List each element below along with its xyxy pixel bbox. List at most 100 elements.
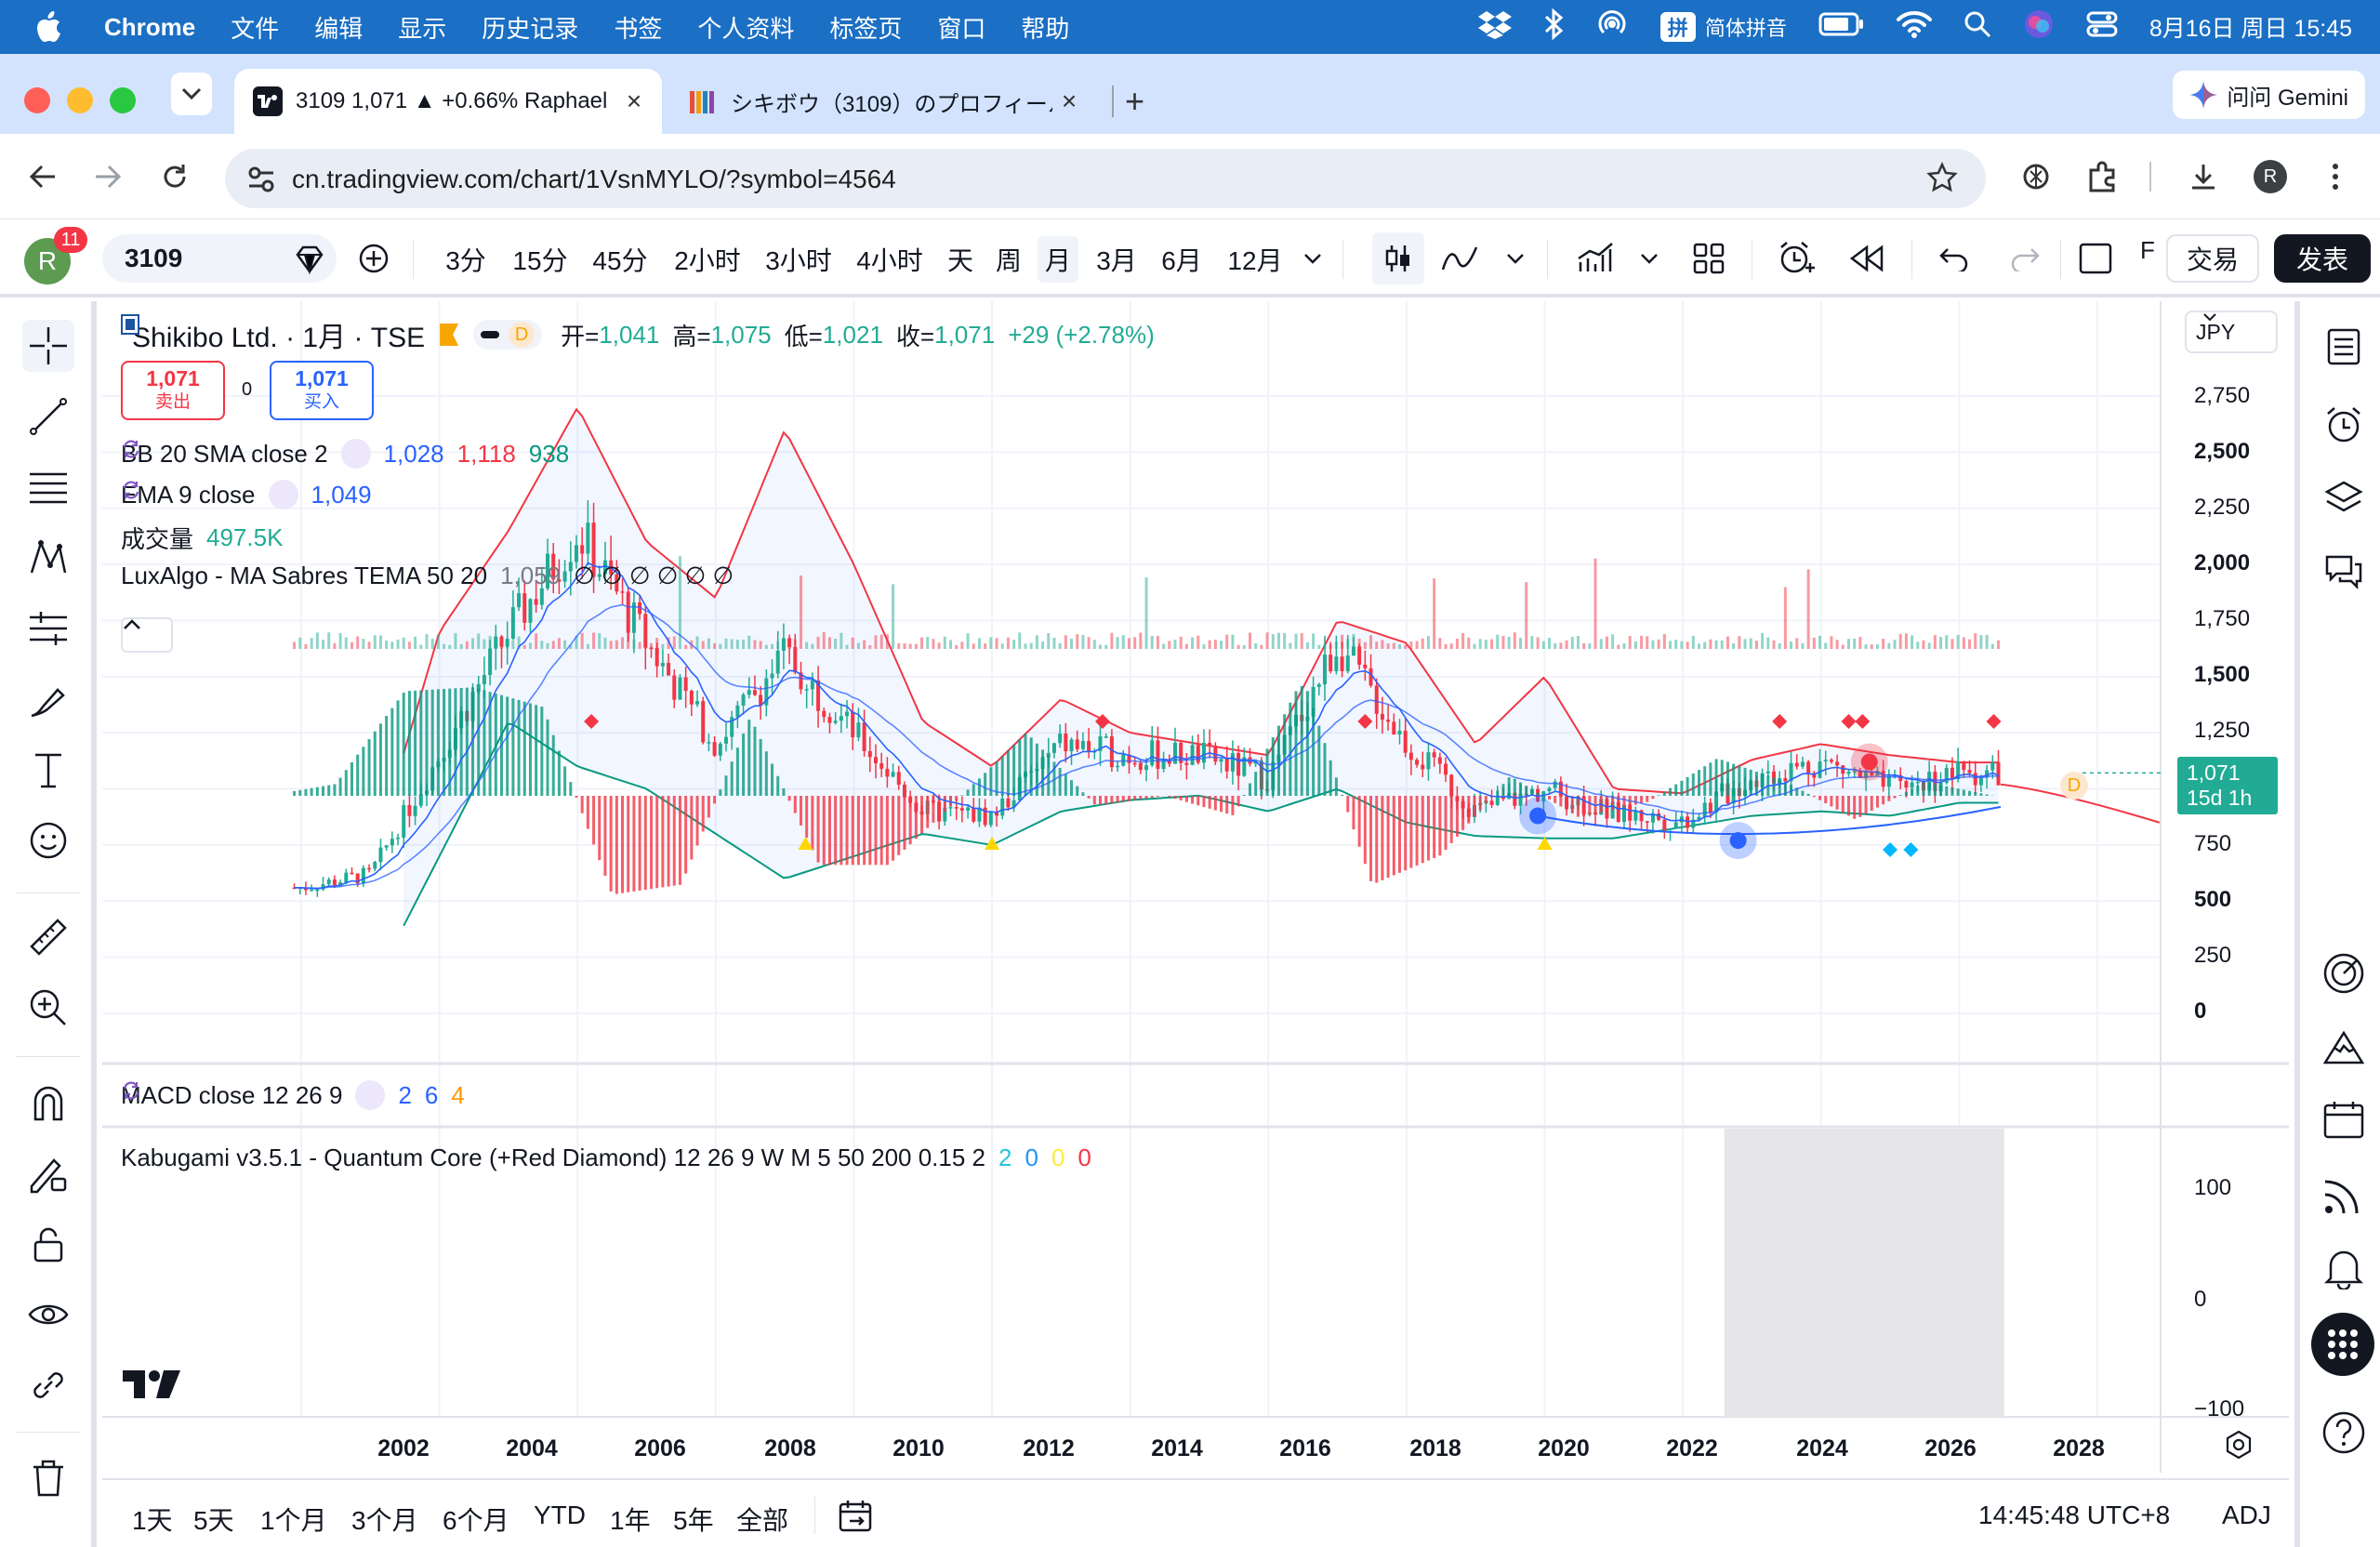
ruler-tool[interactable] [22, 911, 74, 963]
alerts-button[interactable] [2317, 398, 2371, 452]
siri-icon[interactable] [2023, 8, 2055, 46]
publish-button[interactable]: 发表 [2274, 234, 2371, 283]
timeframe-4h[interactable]: 4小时 [856, 246, 923, 275]
delete-drawings-tool[interactable] [22, 1452, 74, 1504]
indicators-dropdown[interactable] [1497, 238, 1534, 279]
airdrop-icon[interactable] [1595, 7, 1629, 47]
flag-icon[interactable] [440, 324, 459, 346]
range-5d[interactable]: 5天 [193, 1506, 234, 1535]
magnet-tool[interactable] [22, 1077, 74, 1129]
redo-button[interactable] [2004, 238, 2045, 279]
data-delay-pill[interactable]: D [473, 320, 543, 350]
buy-button[interactable]: 1,071 买入 [270, 361, 374, 420]
templates-dropdown[interactable] [1631, 238, 1668, 279]
menu-tab[interactable]: 标签页 [829, 14, 903, 43]
menu-app-name[interactable]: Chrome [104, 12, 196, 41]
tab-close-icon[interactable]: × [626, 86, 642, 115]
price-chart-canvas[interactable] [102, 301, 2289, 1514]
menu-edit[interactable]: 编辑 [314, 14, 364, 43]
hotlists-button[interactable] [2317, 946, 2371, 1000]
timeframe-45m[interactable]: 45分 [592, 246, 648, 275]
chart-area[interactable]: Shikibo Ltd. · 1月 · TSE D 开= 1,041 高= 1,… [102, 301, 2289, 1514]
stay-in-drawing-tool[interactable] [22, 1147, 74, 1199]
tab-tradingview[interactable]: 3109 1,071 ▲ +0.66% Raphael × [234, 69, 662, 134]
menu-help[interactable]: 帮助 [1021, 14, 1070, 43]
fib-tool[interactable] [22, 461, 74, 513]
timeframe-month[interactable]: 月 [1038, 236, 1078, 283]
layout-button[interactable] [1688, 238, 1729, 279]
adjustment-toggle[interactable]: ADJ [2222, 1501, 2271, 1529]
sell-button[interactable]: 1,071 卖出 [121, 361, 225, 420]
hide-drawings-tool[interactable] [22, 1289, 74, 1341]
calendar-button[interactable] [2317, 1093, 2371, 1147]
kabugami-legend[interactable]: Kabugami v3.5.1 - Quantum Core (+Red Dia… [121, 1144, 1091, 1172]
chrome-menu-button[interactable] [2315, 156, 2356, 197]
tab-search-button[interactable] [171, 73, 212, 115]
symbol-title[interactable]: Shikibo Ltd. · 1月 · TSE [132, 323, 426, 353]
menu-bookmarks[interactable]: 书签 [614, 14, 663, 43]
help-button[interactable] [2317, 1406, 2371, 1460]
window-zoom-button[interactable] [110, 87, 136, 113]
macd-legend[interactable]: MACD close 12 26 9 2 6 4 [121, 1080, 465, 1110]
menu-file[interactable]: 文件 [231, 14, 280, 43]
timeframe-3h[interactable]: 3小时 [765, 246, 832, 275]
sync-icon[interactable] [123, 439, 371, 469]
brush-tool[interactable] [22, 673, 74, 725]
tab-shikibo-profile[interactable]: シキボウ（3109）のプロフィール × [669, 69, 1097, 134]
indicators-button[interactable] [1439, 238, 1480, 279]
menu-history[interactable]: 历史记录 [482, 14, 579, 43]
url-text[interactable]: cn.tradingview.com/chart/1VsnMYLO/?symbo… [292, 165, 896, 193]
range-6m[interactable]: 6个月 [443, 1506, 509, 1535]
spotlight-search-icon[interactable] [1964, 10, 1991, 45]
bb-legend[interactable]: BB 20 SMA close 2 1,028 1,118 938 [121, 439, 569, 469]
range-5y[interactable]: 5年 [673, 1506, 714, 1535]
menu-datetime[interactable]: 8月16日 周日 15:45 [2149, 16, 2352, 42]
timeframe-6month[interactable]: 6月 [1161, 246, 1202, 275]
control-center-icon[interactable] [2086, 10, 2118, 45]
window-minimize-button[interactable] [67, 87, 93, 113]
profile-avatar[interactable]: R [2254, 160, 2287, 193]
timeframe-3m[interactable]: 3分 [445, 246, 486, 275]
sync-icon[interactable] [123, 1080, 386, 1110]
menu-window[interactable]: 窗口 [937, 14, 986, 43]
pattern-tool[interactable] [22, 532, 74, 584]
emoji-tool[interactable] [22, 814, 74, 866]
volume-legend[interactable]: 成交量 497.5K [121, 521, 283, 555]
range-1m[interactable]: 1个月 [260, 1506, 327, 1535]
crosshair-tool[interactable] [22, 320, 74, 372]
tab-close-icon[interactable]: × [1061, 86, 1078, 115]
bluetooth-icon[interactable] [1543, 7, 1564, 46]
clock-time[interactable]: 14:45:48 UTC+8 [1978, 1501, 2171, 1529]
ask-gemini-button[interactable]: 问问 Gemini [2173, 71, 2365, 119]
downloads-button[interactable] [2183, 156, 2224, 197]
text-tool[interactable] [22, 744, 74, 796]
back-button[interactable] [22, 156, 63, 197]
range-ytd[interactable]: YTD [534, 1501, 586, 1529]
battery-icon[interactable] [1818, 12, 1865, 43]
sync-icon[interactable] [123, 480, 298, 509]
dropbox-icon[interactable] [1477, 9, 1512, 46]
compare-symbol-button[interactable] [353, 238, 394, 279]
reload-button[interactable] [154, 156, 195, 197]
timeframe-dropdown[interactable] [1294, 238, 1331, 279]
address-bar[interactable]: cn.tradingview.com/chart/1VsnMYLO/?symbo… [225, 149, 1986, 208]
collapse-legend-button[interactable] [121, 617, 173, 653]
lock-drawings-tool[interactable] [22, 1218, 74, 1270]
menu-profiles[interactable]: 个人资料 [697, 14, 795, 43]
link-tool[interactable] [22, 1359, 74, 1411]
extensions-button[interactable] [2082, 156, 2123, 197]
chatgpt-extension-button[interactable] [2016, 156, 2056, 197]
timeframe-2h[interactable]: 2小时 [674, 246, 741, 275]
range-1y[interactable]: 1年 [610, 1506, 651, 1535]
currency-selector[interactable]: JPY [2185, 311, 2278, 353]
chart-settings-button[interactable] [2224, 1430, 2261, 1467]
input-method[interactable]: 拼 简体拼音 [1659, 12, 1787, 42]
chats-button[interactable] [2317, 545, 2371, 599]
object-tree-button[interactable] [2317, 472, 2371, 526]
templates-button[interactable] [1575, 238, 1616, 279]
chart-type-button[interactable] [1372, 232, 1424, 284]
timeframe-day[interactable]: 天 [946, 246, 973, 275]
range-3m[interactable]: 3个月 [351, 1506, 418, 1535]
menu-view[interactable]: 显示 [398, 14, 447, 43]
watchlist-button[interactable] [2317, 320, 2371, 374]
